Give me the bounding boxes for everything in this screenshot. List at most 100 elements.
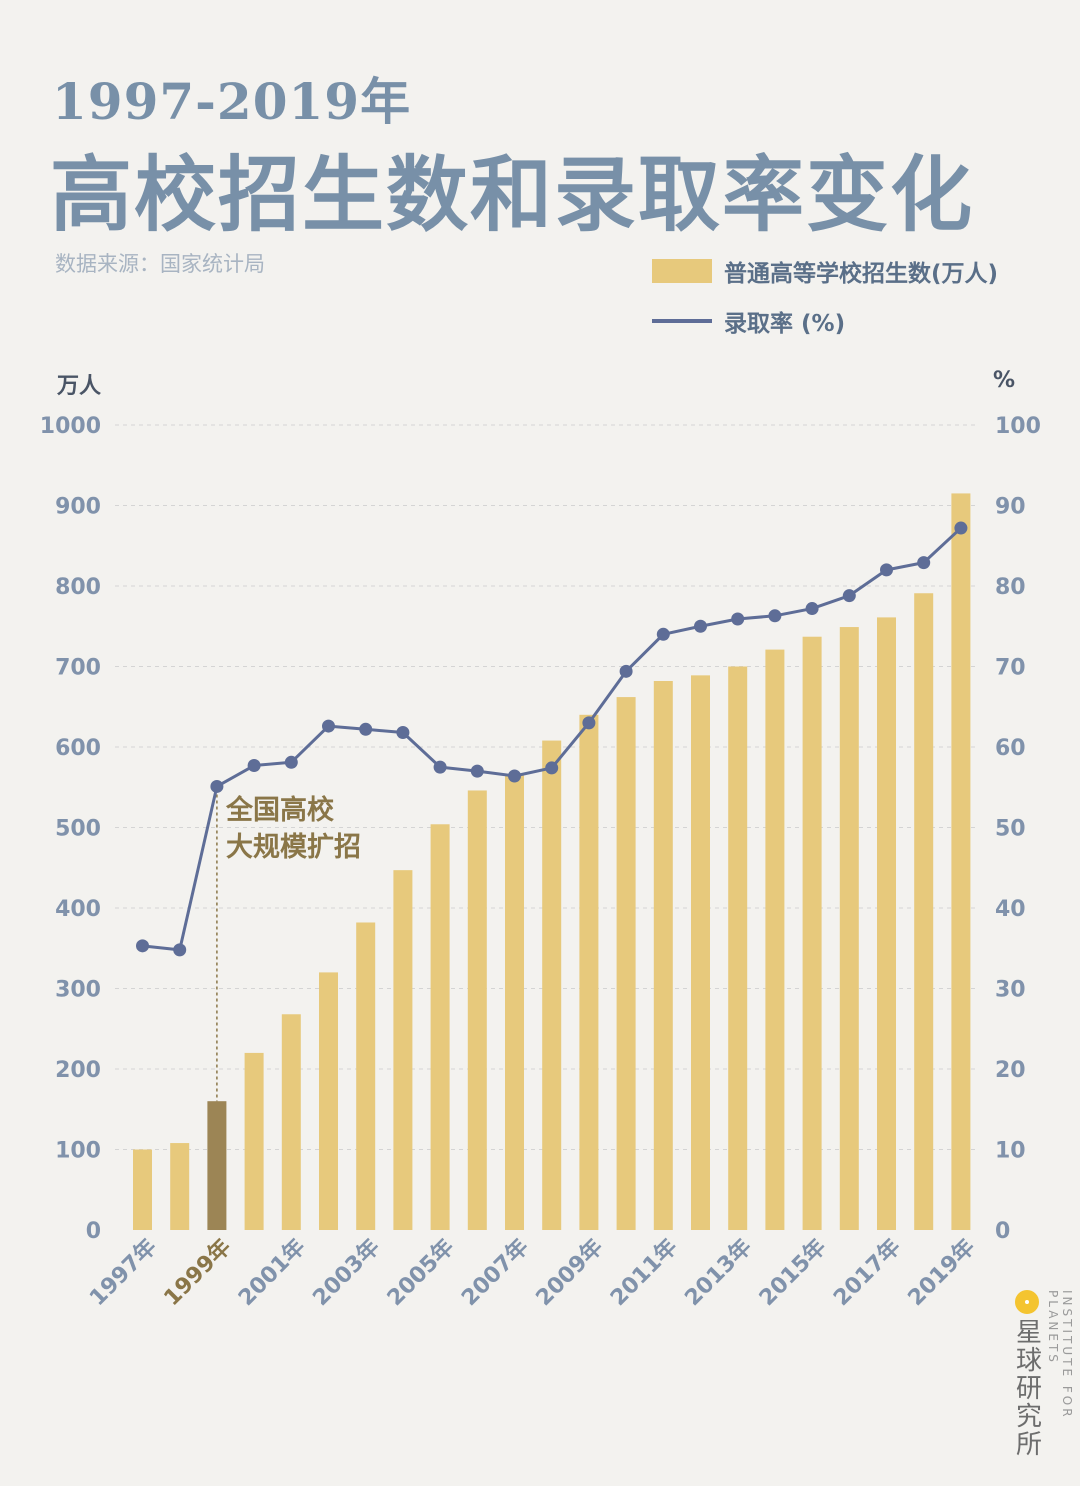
bar: [319, 972, 338, 1230]
rate-point: [210, 779, 224, 793]
rate-point: [359, 722, 373, 736]
rate-point: [433, 760, 447, 774]
right-axis-unit: %: [993, 368, 1016, 393]
legend-bar-swatch: [652, 259, 712, 283]
bar: [691, 675, 710, 1230]
x-tick-label: 2019年: [903, 1234, 980, 1311]
bar: [244, 1052, 264, 1230]
y2-tick-label: 80: [995, 575, 1026, 600]
x-tick-label: 2005年: [382, 1234, 459, 1311]
rate-point: [805, 602, 819, 616]
x-tick-label: 2011年: [605, 1234, 682, 1311]
brand-name: 星球研究所: [1011, 1318, 1042, 1458]
rate-point: [880, 563, 893, 577]
brand-english: INSTITUTE FOR PLANETS: [1046, 1290, 1074, 1420]
page-title: 高校招生数和录取率变化: [50, 147, 975, 243]
bar: [616, 697, 636, 1230]
legend-bar-label: 普通高等学校招生数(万人): [724, 261, 999, 287]
y-tick-label: 600: [55, 736, 101, 761]
bar: [728, 666, 748, 1230]
rate-point: [656, 627, 670, 641]
y2-tick-label: 30: [995, 978, 1026, 1003]
rate-point: [284, 755, 298, 769]
y2-tick-label: 60: [995, 736, 1026, 761]
rate-point: [954, 521, 968, 535]
y2-tick-label: 40: [995, 897, 1026, 922]
bar: [542, 740, 562, 1230]
bar: [467, 790, 487, 1230]
rate-point: [322, 719, 335, 733]
bar: [951, 493, 971, 1230]
y-tick-label: 800: [55, 575, 101, 600]
rate-point: [768, 609, 782, 623]
rate-point: [136, 939, 149, 953]
rate-point: [619, 664, 633, 678]
y-tick-label: 400: [55, 897, 101, 922]
y-tick-label: 700: [55, 656, 101, 681]
y2-tick-label: 50: [995, 817, 1026, 842]
bar: [914, 593, 934, 1230]
bar: [802, 636, 822, 1230]
x-tick-label: 2013年: [680, 1234, 757, 1311]
y2-tick-label: 90: [995, 495, 1026, 520]
x-tick-label: 2007年: [457, 1234, 534, 1311]
y2-tick-label: 10: [995, 1139, 1026, 1164]
planet-icon: [1015, 1290, 1039, 1314]
data-source: 数据来源：国家统计局: [55, 252, 265, 276]
bar: [356, 922, 376, 1230]
bar: [207, 1101, 227, 1230]
rate-point: [582, 716, 596, 730]
legend-bars: 普通高等学校招生数(万人): [652, 254, 998, 288]
annotation-line-1: 全国高校: [226, 795, 334, 826]
bar: [133, 1149, 152, 1230]
rate-point: [247, 759, 261, 773]
y-tick-label: 500: [55, 817, 101, 842]
x-tick-label: 2001年: [233, 1234, 310, 1311]
bar: [393, 870, 413, 1230]
rate-point: [694, 619, 707, 633]
title-year-range: 1997-2019年: [52, 72, 412, 131]
x-tick-label: 2017年: [829, 1234, 906, 1311]
y2-tick-label: 70: [995, 656, 1026, 681]
bar: [430, 824, 450, 1230]
y2-tick-label: 0: [995, 1219, 1010, 1244]
x-tick-label: 2009年: [531, 1234, 608, 1311]
legend-line-label: 录取率 (%): [724, 311, 846, 337]
bar: [170, 1143, 190, 1230]
expansion-annotation: 全国高校 大规模扩招: [226, 792, 361, 866]
y-tick-label: 900: [55, 495, 101, 520]
legend-line: 录取率 (%): [652, 304, 845, 338]
x-tick-label: 2003年: [308, 1234, 385, 1311]
bar: [839, 627, 859, 1230]
bar: [579, 714, 599, 1230]
y2-tick-label: 20: [995, 1058, 1026, 1083]
x-tick-label: 2015年: [754, 1234, 831, 1311]
bar-layer: [133, 493, 971, 1230]
rate-point: [731, 612, 745, 626]
bar: [765, 649, 785, 1230]
y-tick-label: 200: [55, 1058, 101, 1083]
rate-point: [470, 764, 484, 778]
rate-point: [508, 769, 521, 783]
bar: [505, 774, 524, 1230]
y2-tick-label: 100: [995, 414, 1041, 439]
legend-line-swatch: [652, 319, 712, 323]
rate-point: [842, 589, 856, 603]
rate-point: [173, 943, 187, 957]
left-axis-unit: 万人: [57, 374, 102, 399]
y-tick-label: 100: [55, 1139, 101, 1164]
line-layer: [136, 521, 968, 957]
y-tick-label: 0: [86, 1219, 101, 1244]
bar: [653, 680, 673, 1230]
y-tick-label: 300: [55, 978, 101, 1003]
rate-point: [917, 556, 931, 570]
x-tick-label: 1999年: [159, 1234, 236, 1311]
y-tick-label: 1000: [40, 414, 101, 439]
bar: [281, 1014, 301, 1230]
rate-point: [545, 761, 559, 775]
bar: [877, 617, 896, 1230]
rate-point: [396, 726, 410, 740]
annotation-line-2: 大规模扩招: [226, 832, 361, 863]
brand-logo: 星球研究所: [1012, 1290, 1042, 1458]
